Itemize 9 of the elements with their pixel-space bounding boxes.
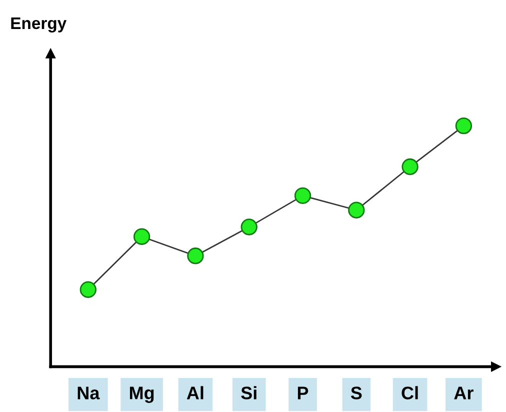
- x-tick-label: S: [350, 386, 362, 400]
- x-tick-label: Ar: [454, 386, 474, 400]
- x-tick-label: Cl: [402, 386, 418, 400]
- text: Energy: [11, 17, 67, 32]
- x-tick-label: P: [298, 386, 308, 400]
- x-tick-label: Mg: [130, 386, 154, 403]
- x-tick-label: Al: [186, 386, 204, 400]
- x-tick-label: Si: [241, 386, 256, 400]
- x-tick-label: Na: [78, 386, 100, 400]
